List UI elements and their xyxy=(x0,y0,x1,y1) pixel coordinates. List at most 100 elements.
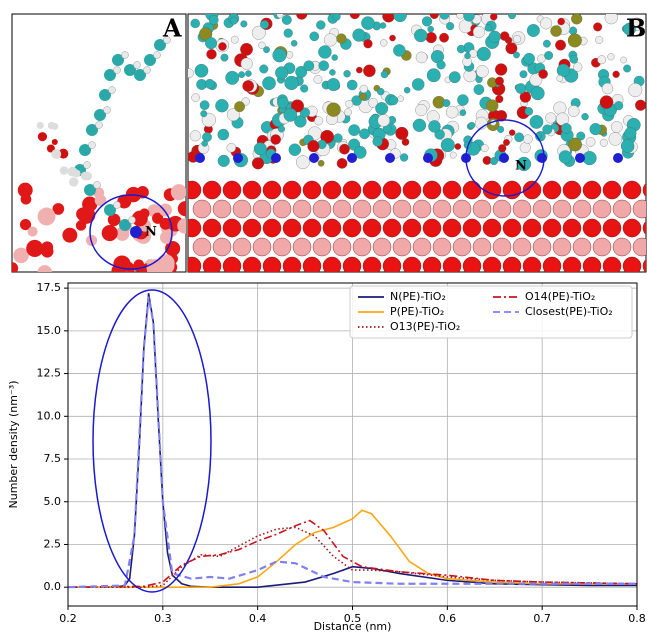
atom xyxy=(283,108,298,122)
atom xyxy=(131,210,148,227)
atom xyxy=(359,84,368,94)
atom xyxy=(307,140,320,153)
atom xyxy=(288,143,301,156)
atom xyxy=(37,207,56,226)
atom xyxy=(309,31,320,42)
atom xyxy=(99,89,111,101)
atom xyxy=(532,237,552,257)
atom xyxy=(342,256,362,272)
atom xyxy=(225,70,240,85)
atom xyxy=(377,114,390,127)
atom xyxy=(452,237,472,257)
atom xyxy=(540,17,553,30)
atom xyxy=(272,199,292,219)
atom xyxy=(232,237,252,257)
atom xyxy=(188,68,194,79)
atom xyxy=(432,237,452,257)
atom xyxy=(495,95,504,104)
atom xyxy=(499,31,510,41)
atom xyxy=(262,218,282,238)
atom xyxy=(251,157,265,170)
x-tick-label: 0.7 xyxy=(533,612,551,625)
atom xyxy=(296,14,308,20)
atom xyxy=(562,218,582,238)
atom xyxy=(614,101,624,111)
atom xyxy=(567,33,582,48)
atom xyxy=(226,108,240,122)
atom xyxy=(132,261,144,272)
atom xyxy=(635,99,646,111)
series-line xyxy=(68,509,637,588)
atom xyxy=(432,199,452,219)
atom xyxy=(415,51,428,64)
atom xyxy=(459,109,467,116)
atom xyxy=(113,66,121,74)
atom xyxy=(642,221,646,235)
atom xyxy=(281,14,292,25)
atom xyxy=(519,142,531,154)
atom xyxy=(263,46,270,54)
atom xyxy=(382,256,402,272)
atom xyxy=(522,180,542,200)
atom xyxy=(202,218,222,238)
atom xyxy=(602,256,622,272)
atom xyxy=(332,199,352,219)
atom xyxy=(380,70,389,79)
atom xyxy=(602,218,622,238)
atom xyxy=(538,69,548,79)
atom xyxy=(601,82,614,95)
atom xyxy=(240,57,253,70)
atom xyxy=(385,153,395,163)
atom xyxy=(345,100,354,108)
atom xyxy=(620,139,635,153)
atom xyxy=(37,265,52,272)
atom xyxy=(331,54,338,61)
atom xyxy=(555,39,566,51)
atom xyxy=(421,16,433,27)
atom xyxy=(318,60,329,71)
atom xyxy=(215,99,229,113)
atom xyxy=(128,216,136,224)
atom xyxy=(567,105,580,117)
atom xyxy=(572,199,592,219)
atom xyxy=(526,24,540,37)
atom xyxy=(344,108,352,117)
atom xyxy=(556,75,564,82)
atom xyxy=(200,110,208,118)
atom xyxy=(550,25,562,37)
atom xyxy=(332,14,341,21)
atom xyxy=(556,63,571,78)
atom xyxy=(348,124,360,136)
atom xyxy=(262,76,276,90)
atom xyxy=(593,22,603,32)
atom xyxy=(134,69,146,81)
atom xyxy=(36,121,44,130)
series-line xyxy=(68,526,638,588)
atom xyxy=(512,199,532,219)
atom xyxy=(282,256,302,272)
atom xyxy=(188,218,202,238)
atom xyxy=(522,218,542,238)
atom xyxy=(229,16,238,25)
atom xyxy=(484,24,492,32)
atom xyxy=(277,96,289,109)
atom xyxy=(278,125,285,133)
atom xyxy=(442,180,462,200)
atom xyxy=(422,256,442,272)
atom xyxy=(230,35,239,44)
atom xyxy=(252,199,272,219)
atom xyxy=(442,256,462,272)
atom xyxy=(326,78,340,92)
atom xyxy=(242,256,262,272)
atom xyxy=(576,131,586,141)
atom xyxy=(336,158,348,169)
atom xyxy=(402,256,422,272)
atom xyxy=(581,113,589,121)
atom xyxy=(245,70,252,77)
atom xyxy=(242,80,254,92)
atom xyxy=(490,14,498,21)
atom xyxy=(124,64,136,76)
atom xyxy=(557,17,565,26)
atom xyxy=(612,70,620,78)
atom xyxy=(202,132,212,142)
